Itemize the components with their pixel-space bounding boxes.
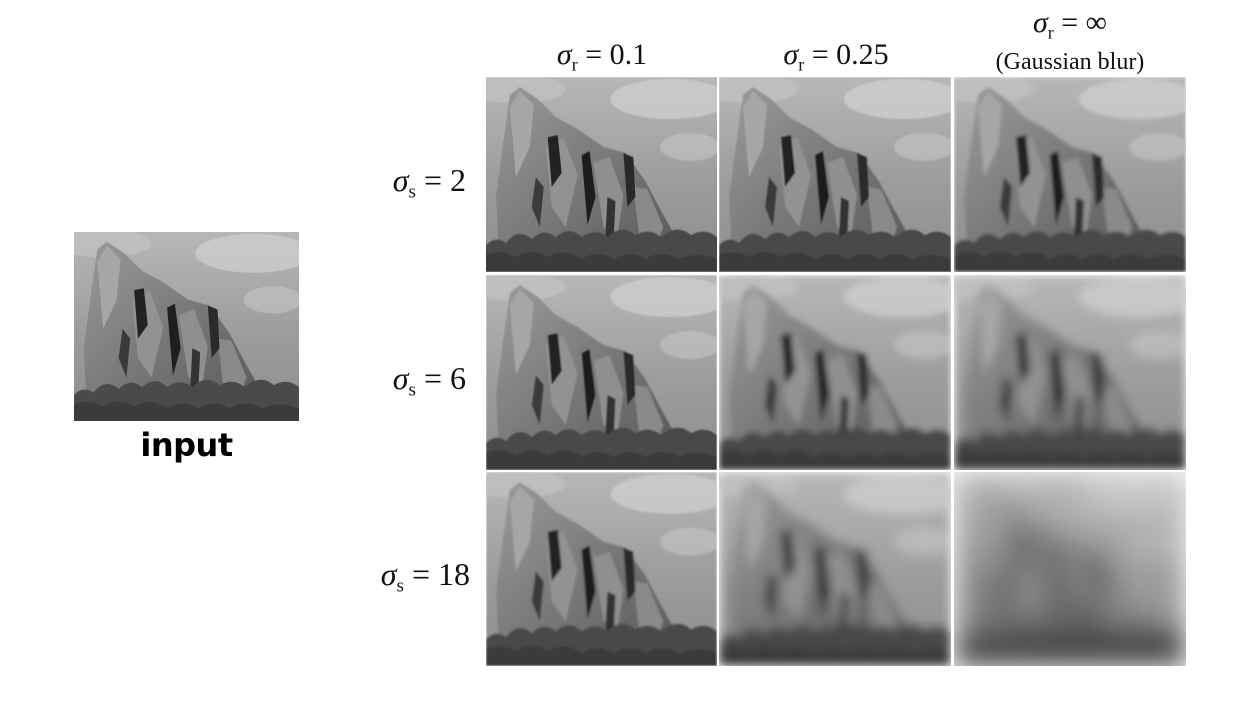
- input-image: [74, 232, 299, 421]
- column-label-sigma-r-infinity: σr = ∞ (Gaussian blur): [954, 6, 1186, 75]
- filtered-image-s6-r0-1: [486, 275, 717, 470]
- input-label: input: [74, 426, 299, 464]
- row-label-sigma-s-18: σs = 18: [360, 556, 470, 605]
- filtered-image-s18-r0-25: [719, 472, 951, 666]
- filtered-image-s6-r0-25: [719, 275, 951, 470]
- row-label-sigma-s-6: σs = 6: [356, 360, 466, 409]
- column-label-sigma-r-0-1: σr = 0.1: [486, 38, 718, 81]
- filtered-image-s2-r0-1: [486, 77, 717, 272]
- filtered-image-s18-r0-1: [486, 472, 717, 666]
- row-label-sigma-s-2: σs = 2: [356, 162, 466, 211]
- column-label-sigma-r-0-25: σr = 0.25: [719, 38, 953, 81]
- gaussian-blur-note: (Gaussian blur): [954, 49, 1186, 75]
- filtered-image-s6-rinf: [954, 275, 1186, 470]
- filtered-image-s2-rinf: [954, 77, 1186, 272]
- filtered-image-s2-r0-25: [719, 77, 951, 272]
- filtered-image-s18-rinf: [954, 472, 1186, 666]
